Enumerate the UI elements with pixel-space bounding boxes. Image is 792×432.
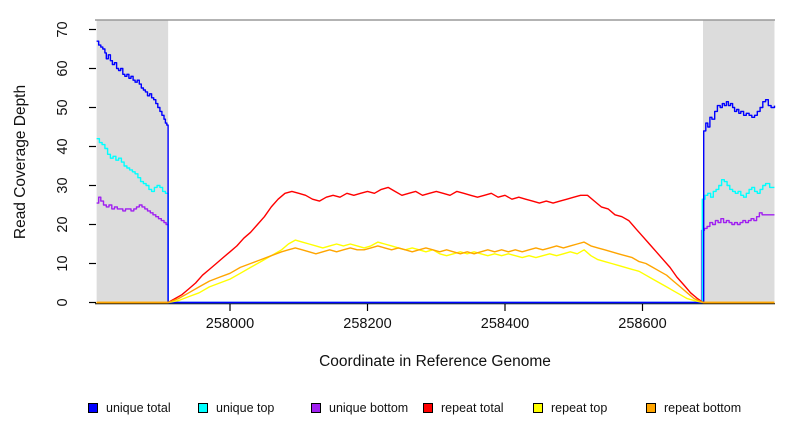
y-tick-label: 20	[55, 216, 71, 232]
legend-label: unique total	[106, 401, 171, 415]
legend-label: repeat bottom	[664, 401, 742, 415]
series-line-unique-total	[96, 40, 776, 304]
legend-item-unique-bottom: unique bottom	[311, 400, 408, 416]
legend-item-unique-top: unique top	[198, 400, 274, 416]
x-tick-label: 258000	[206, 316, 254, 332]
legend-swatch-icon	[88, 403, 98, 413]
legend-swatch-icon	[423, 403, 433, 413]
y-tick-label: 60	[55, 60, 71, 76]
y-axis-title: Read Coverage Depth	[12, 84, 29, 240]
legend-label: unique bottom	[329, 401, 409, 415]
series-line-repeat-total	[96, 186, 775, 304]
y-tick-label: 10	[55, 255, 71, 271]
shaded-region	[96, 20, 169, 304]
legend-label: unique top	[216, 401, 275, 415]
series-line-repeat-top	[96, 239, 775, 304]
y-tick-label: 30	[55, 177, 71, 193]
legend-item-repeat-bottom: repeat bottom	[646, 400, 741, 416]
legend-item-repeat-total: repeat total	[423, 400, 504, 416]
legend-item-repeat-top: repeat top	[533, 400, 607, 416]
plot-canvas: 258000 258200 258400 258600 0 10 20 30 40 50 60 70	[55, 19, 776, 332]
legend-swatch-icon	[646, 403, 656, 413]
legend-item-unique-total: unique total	[88, 400, 171, 416]
shaded-region	[703, 20, 775, 304]
series-line-repeat-bottom	[96, 241, 775, 304]
y-tick-label: 0	[55, 298, 71, 306]
y-tick-label: 50	[55, 99, 71, 115]
x-axis-title: Coordinate in Reference Genome	[319, 353, 551, 370]
series-line-unique-bottom	[96, 196, 775, 304]
legend-swatch-icon	[198, 403, 208, 413]
legend-swatch-icon	[311, 403, 321, 413]
series-line-unique-top	[96, 138, 775, 304]
x-tick-label: 258600	[618, 316, 666, 332]
legend-swatch-icon	[533, 403, 543, 413]
x-tick-label: 258400	[481, 316, 529, 332]
y-tick-label: 40	[55, 138, 71, 154]
legend-label: repeat top	[551, 401, 608, 415]
legend-label: repeat total	[441, 401, 504, 415]
x-tick-label: 258200	[343, 316, 391, 332]
y-tick-label: 70	[55, 21, 71, 37]
legend: unique total unique top unique bottom repea…	[0, 400, 792, 420]
